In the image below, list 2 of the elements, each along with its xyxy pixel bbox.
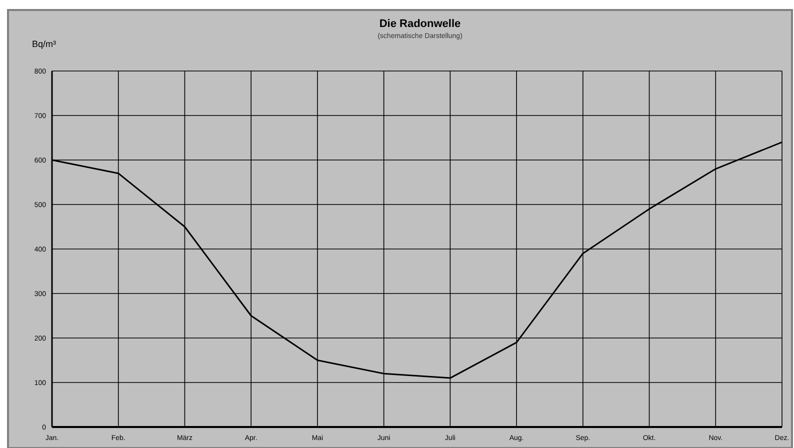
y-axis-title: Bq/m³ (32, 39, 56, 49)
chart-title: Die Radonwelle (379, 18, 461, 30)
